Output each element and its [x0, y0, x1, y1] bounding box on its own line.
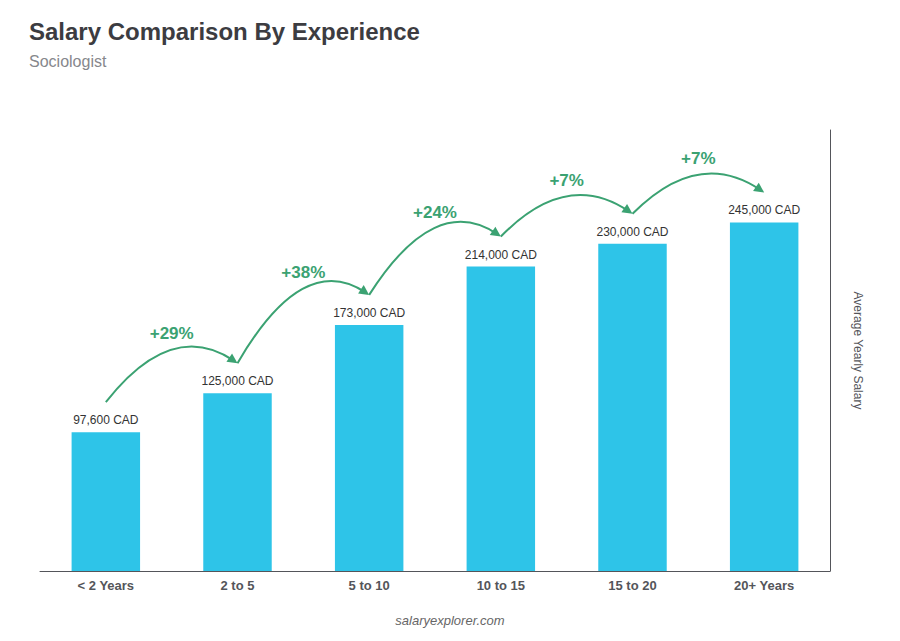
- svg-text:Sociologist: Sociologist: [29, 53, 107, 70]
- svg-text:5 to 10: 5 to 10: [349, 578, 390, 593]
- svg-text:+29%: +29%: [150, 324, 194, 343]
- svg-text:Average Yearly Salary: Average Yearly Salary: [851, 292, 865, 410]
- svg-text:10 to 15: 10 to 15: [477, 578, 525, 593]
- svg-text:230,000 CAD: 230,000 CAD: [596, 225, 668, 239]
- svg-text:125,000 CAD: 125,000 CAD: [201, 374, 273, 388]
- svg-text:+7%: +7%: [681, 149, 716, 168]
- svg-text:173,000 CAD: 173,000 CAD: [333, 306, 405, 320]
- svg-text:245,000 CAD: 245,000 CAD: [728, 203, 800, 217]
- svg-text:2 to 5: 2 to 5: [221, 578, 255, 593]
- svg-text:salaryexplorer.com: salaryexplorer.com: [395, 613, 505, 628]
- svg-text:+7%: +7%: [549, 171, 584, 190]
- svg-text:Salary Comparison By Experienc: Salary Comparison By Experience: [29, 18, 420, 45]
- svg-text:214,000 CAD: 214,000 CAD: [465, 248, 537, 262]
- svg-text:< 2 Years: < 2 Years: [78, 578, 135, 593]
- svg-text:15 to 20: 15 to 20: [608, 578, 656, 593]
- svg-text:+38%: +38%: [281, 263, 325, 282]
- svg-text:97,600 CAD: 97,600 CAD: [73, 413, 139, 427]
- svg-text:+24%: +24%: [413, 203, 457, 222]
- svg-text:20+ Years: 20+ Years: [734, 578, 794, 593]
